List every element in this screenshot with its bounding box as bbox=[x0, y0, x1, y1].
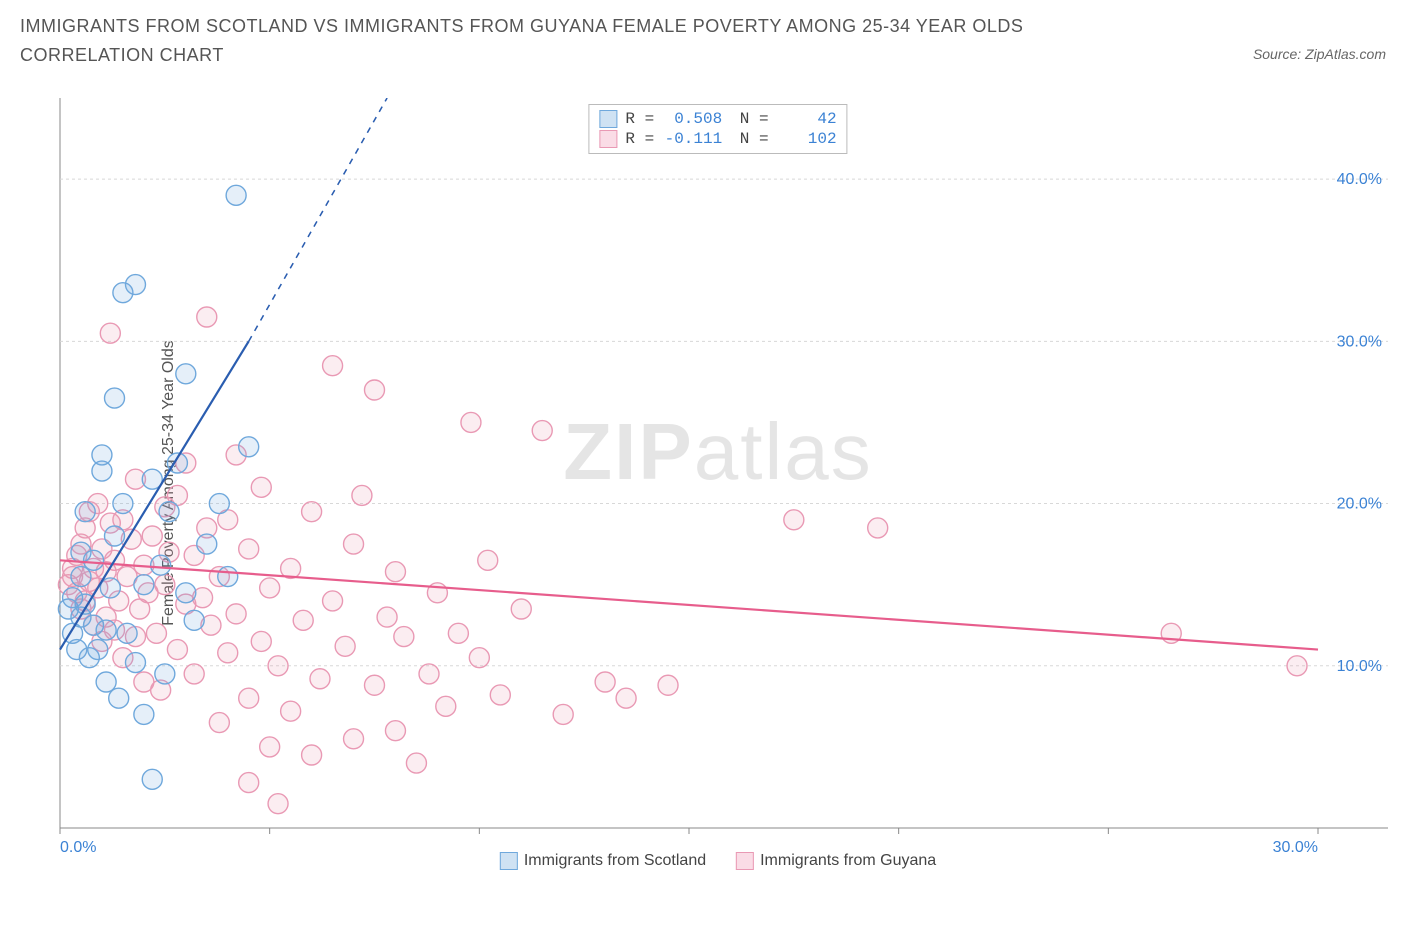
r-value-scotland: 0.508 bbox=[662, 110, 722, 128]
n-label: N = bbox=[730, 110, 768, 128]
legend-item-scotland: Immigrants from Scotland bbox=[500, 852, 706, 870]
r-label: R = bbox=[625, 130, 654, 148]
stats-row-scotland: R = 0.508 N = 42 bbox=[599, 109, 836, 129]
n-value-guyana: 102 bbox=[777, 130, 837, 148]
swatch-guyana bbox=[736, 852, 754, 870]
svg-text:40.0%: 40.0% bbox=[1337, 171, 1382, 188]
r-label: R = bbox=[625, 110, 654, 128]
svg-text:0.0%: 0.0% bbox=[60, 839, 96, 856]
legend-label-guyana: Immigrants from Guyana bbox=[760, 852, 936, 870]
r-value-guyana: -0.111 bbox=[662, 130, 722, 148]
n-value-scotland: 42 bbox=[777, 110, 837, 128]
svg-text:20.0%: 20.0% bbox=[1337, 496, 1382, 513]
stats-legend: R = 0.508 N = 42 R = -0.111 N = 102 bbox=[588, 104, 847, 154]
chart-container: Female Poverty Among 25-34 Year Olds ZIP… bbox=[48, 98, 1388, 868]
swatch-guyana bbox=[599, 130, 617, 148]
source-attribution: Source: ZipAtlas.com bbox=[1253, 12, 1386, 62]
bottom-legend: Immigrants from Scotland Immigrants from… bbox=[500, 852, 936, 870]
swatch-scotland bbox=[599, 110, 617, 128]
svg-text:10.0%: 10.0% bbox=[1337, 658, 1382, 675]
chart-title: IMMIGRANTS FROM SCOTLAND VS IMMIGRANTS F… bbox=[20, 12, 1120, 70]
scatter-plot: 10.0% 20.0% 30.0% 40.0% 0.0% 30.0% bbox=[48, 98, 1388, 868]
legend-item-guyana: Immigrants from Guyana bbox=[736, 852, 936, 870]
svg-text:30.0%: 30.0% bbox=[1273, 839, 1318, 856]
legend-label-scotland: Immigrants from Scotland bbox=[524, 852, 706, 870]
swatch-scotland bbox=[500, 852, 518, 870]
svg-text:30.0%: 30.0% bbox=[1337, 333, 1382, 350]
stats-row-guyana: R = -0.111 N = 102 bbox=[599, 129, 836, 149]
n-label: N = bbox=[730, 130, 768, 148]
